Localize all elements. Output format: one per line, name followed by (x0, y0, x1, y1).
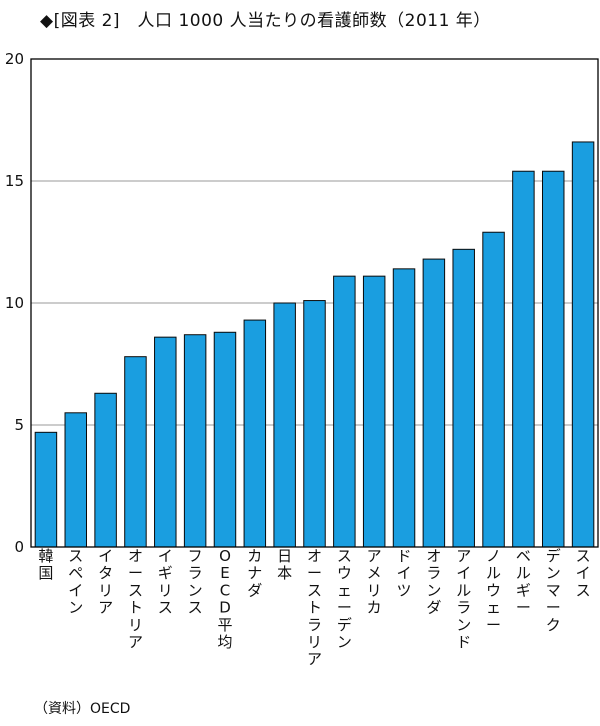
category-label: カナダ (247, 547, 262, 599)
bar (154, 336, 177, 548)
bar (362, 275, 386, 548)
category-label: フランス (188, 547, 203, 617)
bar (422, 258, 446, 548)
bars (34, 141, 595, 548)
y-tick-label: 15 (5, 172, 24, 190)
chart-title: ◆[図表 2] 人口 1000 人当たりの看護師数（2011 年） (40, 11, 491, 31)
category-label: イギリス (158, 547, 173, 617)
bar (34, 431, 58, 548)
bar (482, 231, 505, 548)
category-label: 日本 (277, 547, 292, 582)
category-label: ベルギー (516, 547, 531, 617)
bar (243, 319, 267, 548)
y-tick-label: 10 (5, 294, 24, 312)
category-label: スペイン (68, 547, 83, 617)
category-label: オランダ (426, 547, 441, 617)
bar (512, 170, 535, 548)
bar (94, 392, 117, 548)
source-note: （資料）OECD (34, 701, 131, 717)
category-label: イタリア (98, 547, 113, 617)
y-tick-label: 20 (5, 50, 24, 68)
bar (213, 331, 237, 548)
y-tick-label: 5 (14, 416, 24, 434)
category-label: スイス (576, 547, 591, 599)
category-label: アイルランド (456, 547, 471, 651)
bar (273, 302, 296, 548)
bar (541, 170, 565, 548)
bar (452, 248, 475, 548)
y-tick-label: 0 (14, 538, 24, 556)
bar (333, 275, 356, 548)
category-label: オーストリア (128, 547, 143, 651)
category-label: 韓国 (38, 547, 53, 582)
category-label: デンマーク (546, 547, 561, 634)
y-tick-labels: 0 5 10 15 20 (5, 50, 24, 556)
axes (30, 58, 599, 548)
category-label: ノルウェー (486, 547, 501, 634)
plot-frame (30, 58, 599, 548)
bar (571, 141, 595, 548)
category-label: O E C D 平均 (217, 547, 232, 651)
bar (303, 300, 326, 548)
category-label: スウェーデン (337, 547, 352, 651)
category-label: アメリカ (367, 547, 382, 617)
category-label: ドイツ (397, 547, 412, 599)
bar (183, 334, 207, 548)
category-label: オーストラリア (307, 547, 322, 668)
bar (64, 412, 88, 548)
bar (124, 356, 147, 548)
bar (392, 268, 416, 548)
